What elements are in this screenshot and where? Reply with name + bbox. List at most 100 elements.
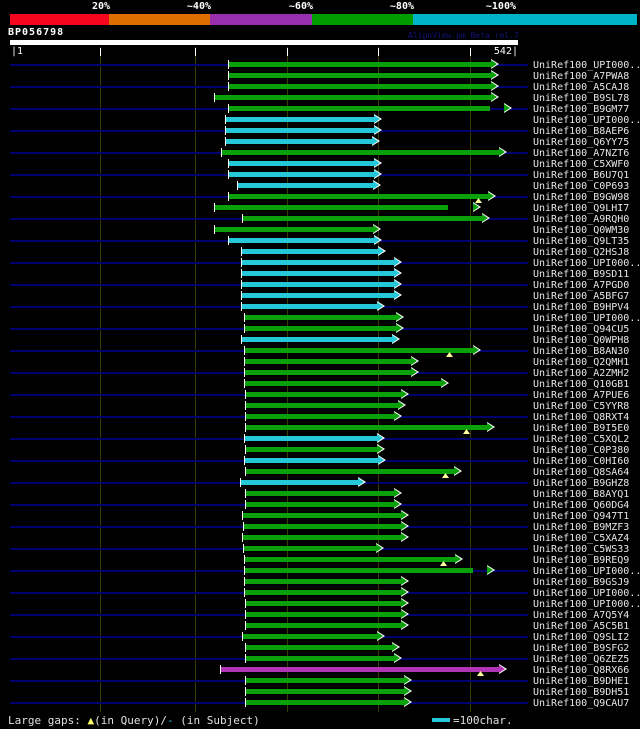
hit-bar[interactable] (244, 326, 397, 331)
row-label[interactable]: UniRef100_A5C5B1 (533, 621, 630, 632)
row-label[interactable]: UniRef100_A7Q5Y4 (533, 610, 630, 621)
row-label[interactable]: UniRef100_A9RQH0 (533, 214, 630, 225)
hit-bar[interactable] (241, 249, 379, 254)
hit-bar[interactable] (244, 370, 412, 375)
hit-bar[interactable] (228, 238, 375, 243)
hit-bar[interactable] (240, 480, 359, 485)
row-label[interactable]: UniRef100_B9DH51 (533, 687, 630, 698)
row-label[interactable]: UniRef100_Q60DG4 (533, 500, 630, 511)
row-label[interactable]: UniRef100_B9REQ9 (533, 555, 630, 566)
row-label[interactable]: UniRef100_B6U7Q1 (533, 170, 630, 181)
row-label[interactable]: UniRef100_A7PUE6 (533, 390, 630, 401)
row-label[interactable]: UniRef100_C5XAZ4 (533, 533, 630, 544)
hit-bar[interactable] (244, 557, 456, 562)
hit-bar[interactable] (228, 172, 375, 177)
row-label[interactable]: UniRef100_UPI000.. (533, 115, 640, 126)
row-label[interactable]: UniRef100_B8AYQ1 (533, 489, 630, 500)
row-label[interactable]: UniRef100_B9GHZ8 (533, 478, 630, 489)
row-label[interactable]: UniRef100_B9SL78 (533, 93, 630, 104)
hit-bar[interactable] (245, 612, 402, 617)
row-label[interactable]: UniRef100_Q947T1 (533, 511, 630, 522)
row-label[interactable]: UniRef100_C5WS33 (533, 544, 630, 555)
hit-bar[interactable] (242, 216, 483, 221)
hit-bar[interactable] (244, 359, 412, 364)
hit-bar[interactable] (245, 403, 399, 408)
hit-bar[interactable] (245, 491, 395, 496)
row-label[interactable]: UniRef100_B9GSJ9 (533, 577, 630, 588)
hit-bar[interactable] (221, 150, 500, 155)
row-label[interactable]: UniRef100_A7NZT6 (533, 148, 630, 159)
hit-bar[interactable] (244, 590, 402, 595)
row-label[interactable]: UniRef100_Q8SA64 (533, 467, 630, 478)
row-label[interactable]: UniRef100_C0HI60 (533, 456, 630, 467)
row-label[interactable]: UniRef100_Q6YY75 (533, 137, 630, 148)
hit-bar[interactable] (242, 513, 402, 518)
hit-bar[interactable] (244, 568, 473, 573)
hit-bar[interactable] (245, 623, 402, 628)
hit-bar[interactable] (241, 260, 395, 265)
row-label[interactable]: UniRef100_Q6ZEZ5 (533, 654, 630, 665)
hit-bar[interactable] (241, 293, 395, 298)
row-label[interactable]: UniRef100_Q8RX66 (533, 665, 630, 676)
hit-bar[interactable] (228, 73, 492, 78)
row-label[interactable]: UniRef100_B9GM77 (533, 104, 630, 115)
row-label[interactable]: UniRef100_B8AN30 (533, 346, 630, 357)
row-label[interactable]: UniRef100_Q10GB1 (533, 379, 630, 390)
row-label[interactable]: UniRef100_B9MZF3 (533, 522, 630, 533)
hit-bar[interactable] (228, 62, 492, 67)
hit-bar[interactable] (245, 414, 395, 419)
row-label[interactable]: UniRef100_Q9CAU7 (533, 698, 630, 709)
hit-bar[interactable] (244, 436, 378, 441)
row-label[interactable]: UniRef100_Q2HSJ8 (533, 247, 630, 258)
hit-bar[interactable] (225, 128, 375, 133)
hit-bar[interactable] (241, 337, 393, 342)
hit-bar[interactable] (245, 601, 402, 606)
row-label[interactable]: UniRef100_B9HPV4 (533, 302, 630, 313)
hit-bar[interactable] (243, 524, 402, 529)
hit-bar[interactable] (220, 667, 500, 672)
hit-bar[interactable] (228, 84, 492, 89)
hit-bar[interactable] (228, 161, 375, 166)
row-label[interactable]: UniRef100_Q8RXT4 (533, 412, 630, 423)
hit-bar[interactable] (244, 458, 379, 463)
row-label[interactable]: UniRef100_A5CAJ8 (533, 82, 630, 93)
row-label[interactable]: UniRef100_C5XWF0 (533, 159, 630, 170)
row-label[interactable]: UniRef100_A2ZMH2 (533, 368, 630, 379)
hit-bar[interactable] (245, 656, 395, 661)
hit-bar[interactable] (245, 645, 393, 650)
row-label[interactable]: UniRef100_A5BFG7 (533, 291, 630, 302)
hit-bar[interactable] (241, 271, 395, 276)
hit-bar[interactable] (245, 447, 378, 452)
row-label[interactable]: UniRef100_A7PWA8 (533, 71, 630, 82)
hit-bar[interactable] (245, 678, 405, 683)
hit-bar[interactable] (244, 381, 442, 386)
hit-bar[interactable] (242, 634, 378, 639)
row-label[interactable]: UniRef100_C0P693 (533, 181, 630, 192)
hit-bar[interactable] (242, 535, 402, 540)
hit-bar[interactable] (225, 139, 373, 144)
hit-bar[interactable] (214, 227, 374, 232)
hit-bar[interactable] (228, 194, 489, 199)
hit-bar[interactable] (245, 425, 488, 430)
hit-bar[interactable] (214, 205, 448, 210)
row-label[interactable]: UniRef100_UPI000.. (533, 599, 640, 610)
row-label[interactable]: UniRef100_UPI000.. (533, 313, 640, 324)
hit-bar[interactable] (245, 502, 395, 507)
hit-bar[interactable] (244, 348, 474, 353)
hit-bar[interactable] (241, 282, 395, 287)
row-label[interactable]: UniRef100_Q0WPH8 (533, 335, 630, 346)
row-label[interactable]: UniRef100_B8AEP6 (533, 126, 630, 137)
row-label[interactable]: UniRef100_UPI000.. (533, 566, 640, 577)
hit-bar[interactable] (244, 579, 402, 584)
row-label[interactable]: UniRef100_A7PGD0 (533, 280, 630, 291)
row-label[interactable]: UniRef100_UPI000.. (533, 258, 640, 269)
hit-bar[interactable] (214, 95, 492, 100)
row-label[interactable]: UniRef100_UPI000.. (533, 60, 640, 71)
row-label[interactable]: UniRef100_Q9LT35 (533, 236, 630, 247)
row-label[interactable]: UniRef100_UPI000.. (533, 588, 640, 599)
row-label[interactable]: UniRef100_C5YYR8 (533, 401, 630, 412)
hit-bar[interactable] (244, 315, 397, 320)
row-label[interactable]: UniRef100_B9SD11 (533, 269, 630, 280)
row-label[interactable]: UniRef100_Q9SLI2 (533, 632, 630, 643)
hit-bar[interactable] (245, 392, 402, 397)
